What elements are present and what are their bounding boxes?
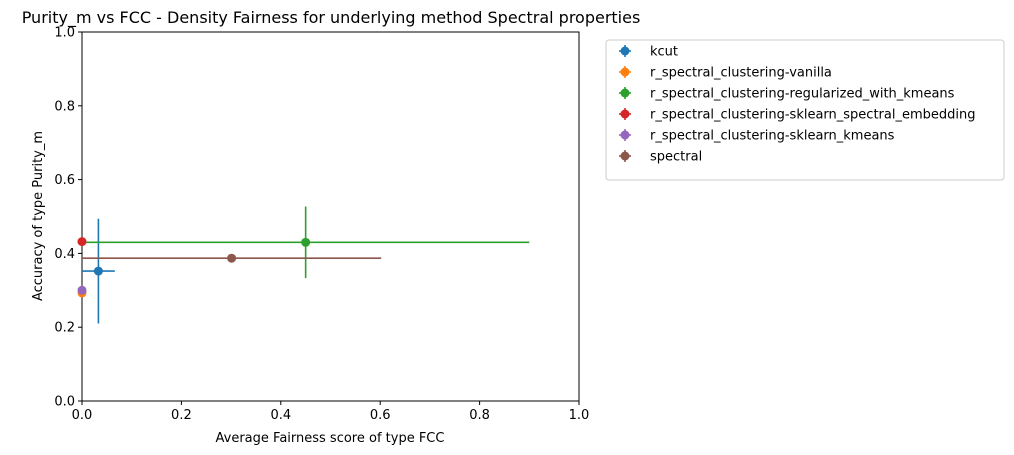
data-point <box>93 266 103 276</box>
legend-item: r_spectral_clustering-sklearn_spectral_e… <box>619 108 975 123</box>
legend-item: r_spectral_clustering-regularized_with_k… <box>619 87 955 102</box>
y-tick-label: 0.2 <box>54 321 75 336</box>
legend-marker-dot <box>620 46 630 56</box>
y-tick-label: 0.6 <box>54 173 75 188</box>
y-axis: 0.0 0.2 0.4 0.6 0.8 1.0 <box>54 26 82 410</box>
y-axis-label: Accuracy of type Purity_m <box>31 131 46 301</box>
x-tick-label: 0.4 <box>270 408 291 423</box>
legend-label: r_spectral_clustering-vanilla <box>650 66 832 81</box>
y-tick-label: 0.0 <box>54 395 75 410</box>
x-tick-label: 1.0 <box>569 408 590 423</box>
data-point <box>77 285 87 295</box>
legend-item: r_spectral_clustering-vanilla <box>619 66 832 81</box>
legend-label: r_spectral_clustering-regularized_with_k… <box>650 87 955 102</box>
chart-title: Purity_m vs FCC - Density Fairness for u… <box>22 8 641 28</box>
y-tick-label: 0.4 <box>54 247 75 262</box>
y-tick-label: 0.8 <box>54 99 75 114</box>
series-r_spectral_clustering-regularized_with_kmeans <box>82 206 530 279</box>
series-r_spectral_clustering-sklearn_kmeans <box>77 285 87 295</box>
data-point <box>301 237 311 247</box>
x-tick-label: 0.0 <box>72 408 93 423</box>
x-tick-label: 0.2 <box>171 408 192 423</box>
legend-marker-dot <box>620 130 630 140</box>
legend-marker-dot <box>620 67 630 77</box>
legend-label: r_spectral_clustering-sklearn_kmeans <box>650 129 895 144</box>
legend: kcut r_spectral_clustering-vanilla r_spect… <box>605 39 1005 181</box>
legend-item: r_spectral_clustering-sklearn_kmeans <box>619 129 895 144</box>
legend-marker-dot <box>620 88 630 98</box>
plot-area <box>81 31 580 402</box>
legend-item: spectral <box>619 150 702 165</box>
x-tick-label: 0.8 <box>469 408 490 423</box>
legend-label: kcut <box>650 45 678 60</box>
x-axis-label: Average Fairness score of type FCC <box>216 431 445 446</box>
series-spectral <box>82 253 382 263</box>
data-point <box>227 253 237 263</box>
series-r_spectral_clustering-sklearn_spectral_embedding <box>77 237 87 247</box>
legend-item: kcut <box>619 45 678 60</box>
legend-marker-dot <box>620 151 630 161</box>
y-tick-label: 1.0 <box>54 26 75 41</box>
x-tick-label: 0.6 <box>370 408 391 423</box>
legend-box <box>605 39 1005 181</box>
legend-marker-dot <box>620 109 630 119</box>
series-kcut <box>82 218 115 324</box>
x-axis: 0.0 0.2 0.4 0.6 0.8 1.0 <box>72 401 590 423</box>
legend-label: r_spectral_clustering-sklearn_spectral_e… <box>650 108 975 123</box>
data-point <box>77 237 87 247</box>
legend-label: spectral <box>650 150 702 165</box>
series-layer <box>77 206 530 324</box>
